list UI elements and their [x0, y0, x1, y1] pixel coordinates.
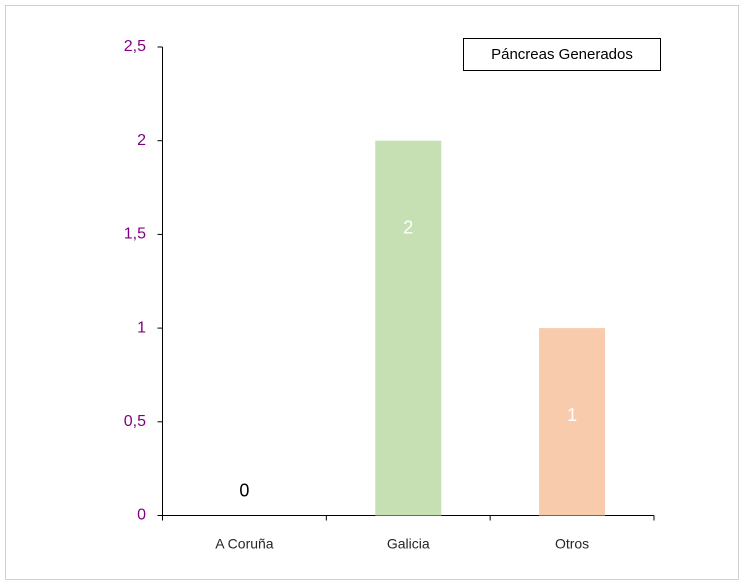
- x-tick-label: Otros: [555, 536, 589, 552]
- bar: [375, 140, 442, 516]
- y-tick-label: 0,5: [124, 413, 146, 430]
- y-tick-label: 2: [137, 132, 146, 149]
- chart-frame: [5, 5, 739, 580]
- bar: [539, 328, 606, 516]
- data-label: 1: [567, 405, 577, 425]
- x-tick-label: A Coruña: [215, 536, 274, 552]
- x-tick-label: Galicia: [387, 536, 430, 552]
- chart-title: Páncreas Generados: [491, 46, 633, 63]
- y-tick-label: 0: [137, 507, 146, 524]
- data-label: 0: [239, 480, 249, 500]
- title-box: [463, 38, 661, 71]
- y-tick-label: 2,5: [124, 38, 146, 55]
- y-tick-label: 1,5: [124, 226, 146, 243]
- y-tick-label: 1: [137, 319, 146, 336]
- data-label: 2: [403, 217, 413, 237]
